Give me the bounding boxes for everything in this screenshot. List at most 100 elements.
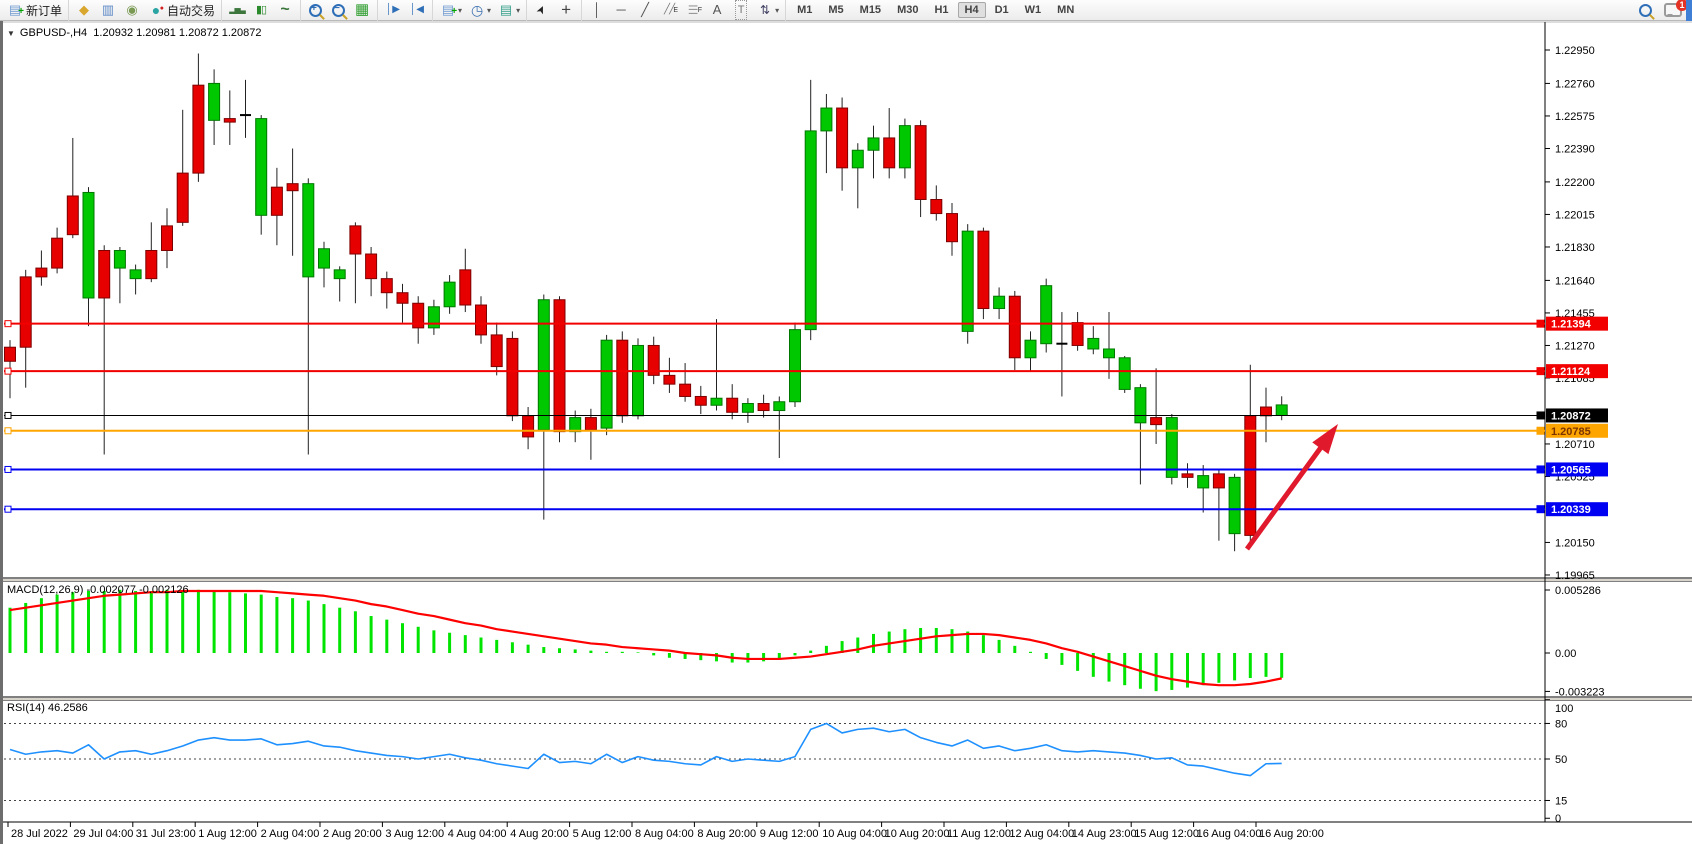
price-tick-label: 1.20150 — [1555, 537, 1595, 549]
toolbar: 新订单 自动交易 +− ▾ ▾ ▾ ▾ M1 M5 M15 M30 H1 H4 D1 W1 MN 1 — [0, 0, 1692, 21]
notifications-icon[interactable]: 1 — [1664, 0, 1688, 17]
timeframe-button-m15[interactable]: M15 — [859, 4, 882, 16]
candle-body — [223, 118, 236, 123]
candle-body — [1197, 475, 1210, 489]
candle-body — [98, 249, 111, 299]
timeframe-button-m1[interactable]: M1 — [797, 4, 813, 16]
new-chart-icon — [439, 1, 457, 21]
cursor-button[interactable] — [530, 1, 554, 20]
autotrading-icon — [147, 0, 165, 19]
zoom-out-button[interactable]: − — [327, 1, 350, 20]
timeframe-button-h4[interactable]: H4 — [957, 2, 986, 18]
tile-windows-button[interactable] — [350, 1, 374, 20]
trend-arrow[interactable] — [1244, 441, 1326, 551]
line-anchor[interactable] — [4, 465, 12, 473]
rsi-axis-label: 80 — [1555, 718, 1567, 730]
trendline-icon — [636, 1, 654, 19]
channel-icon — [660, 1, 678, 20]
bar-chart-button[interactable] — [225, 1, 249, 20]
time-tick-label: 2 Aug 04:00 — [261, 828, 320, 840]
macd-axis-label: 0.005286 — [1555, 585, 1601, 597]
panel-splitter[interactable] — [3, 698, 1692, 700]
candle-chart-button[interactable] — [249, 1, 273, 20]
macd-indicator-label: MACD(12,26,9) -0.002077 -0.002126 — [7, 584, 189, 596]
price-badge — [1546, 364, 1608, 379]
tile-icon — [353, 1, 371, 19]
template-icon — [497, 1, 515, 19]
autotrading-button[interactable]: 自动交易 — [144, 0, 218, 20]
search-icon[interactable] — [1639, 3, 1652, 17]
time-tick-label: 1 Aug 12:00 — [198, 828, 257, 840]
time-tick-label: 3 Aug 12:00 — [385, 828, 444, 840]
time-tick-label: 5 Aug 12:00 — [573, 828, 632, 840]
rsi-indicator-label: RSI(14) 46.2586 — [7, 702, 88, 714]
rsi-axis-label: 100 — [1555, 703, 1573, 715]
timeframe-button-m5[interactable]: M5 — [828, 4, 844, 16]
line-chart-button[interactable] — [273, 1, 297, 20]
mag-minus-icon: − — [332, 3, 346, 17]
timeframe-button-h1[interactable]: H1 — [934, 4, 949, 16]
price-tick-label: 1.22760 — [1555, 78, 1595, 90]
badge-marker — [1536, 411, 1545, 420]
label-button[interactable] — [729, 1, 753, 20]
candle-body — [318, 248, 330, 269]
chart-title[interactable]: ▼ GBPUSD-,H4 1.20932 1.20981 1.20872 1.20… — [7, 27, 262, 39]
badge-marker — [1536, 465, 1545, 474]
dropdown-arrow-icon: ▾ — [775, 5, 780, 15]
new-chart-button[interactable]: ▾ — [436, 1, 465, 21]
hline-icon — [612, 1, 630, 19]
vline-button[interactable] — [585, 1, 609, 20]
price-tick-label: 1.21830 — [1555, 242, 1595, 254]
candle-body — [1103, 348, 1115, 359]
shapes-button[interactable]: ▾ — [753, 1, 782, 20]
charts-button[interactable] — [96, 1, 120, 20]
line-anchor[interactable] — [4, 505, 12, 513]
time-axis[interactable]: 28 Jul 2022 29 Jul 04:00 31 Jul 23:00 1 Aug… — [7, 822, 1324, 840]
line-anchor[interactable] — [4, 427, 12, 435]
auto-scroll-button[interactable] — [381, 1, 405, 20]
signal-button[interactable] — [120, 1, 144, 20]
time-tick-label: 14 Aug 23:00 — [1072, 828, 1137, 840]
clock-icon — [468, 1, 486, 19]
price-tick-label: 1.21270 — [1555, 340, 1595, 352]
candle-body — [1134, 387, 1147, 424]
time-tick-label: 4 Aug 04:00 — [448, 828, 507, 840]
timeframe-button-w1[interactable]: W1 — [1024, 4, 1042, 16]
crosshair-button[interactable] — [554, 1, 578, 20]
line-anchor[interactable] — [4, 367, 12, 375]
dropdown-arrow-icon: ▾ — [516, 5, 521, 15]
macd-axis-label: -0.003223 — [1555, 686, 1605, 698]
profile-icon — [75, 1, 93, 19]
timeframe-toolbar: M1 M5 M15 M30 H1 H4 D1 W1 MN — [785, 0, 1085, 21]
badge-marker — [1536, 319, 1545, 328]
chart-shift-button[interactable] — [405, 1, 429, 20]
candle-body — [365, 253, 378, 280]
trendline-button[interactable] — [633, 1, 657, 20]
price-badge — [1546, 408, 1608, 423]
profile-button[interactable] — [72, 1, 96, 20]
zoom-in-button[interactable]: + — [304, 1, 327, 20]
line-anchor[interactable] — [4, 411, 12, 419]
text-button[interactable] — [705, 1, 729, 20]
signal-icon — [123, 1, 141, 19]
periods-button[interactable]: ▾ — [465, 1, 494, 20]
fibo-icon — [684, 1, 702, 20]
timeframe-button-d1[interactable]: D1 — [994, 4, 1009, 16]
timeframe-button-mn[interactable]: MN — [1057, 4, 1075, 16]
line-anchor[interactable] — [4, 320, 12, 328]
new-order-button[interactable]: 新订单 — [3, 1, 65, 21]
time-tick-label: 2 Aug 20:00 — [323, 828, 382, 840]
panel-splitter[interactable] — [3, 579, 1692, 581]
candle-body — [663, 374, 676, 385]
channel-button[interactable] — [657, 1, 681, 20]
fibonacci-button[interactable] — [681, 1, 705, 20]
templates-button[interactable]: ▾ — [494, 1, 523, 20]
time-tick-label: 31 Jul 23:00 — [136, 828, 196, 840]
candle-body — [286, 183, 299, 192]
timeframe-button-m30[interactable]: M30 — [897, 4, 919, 16]
price-axis[interactable]: 1.22950 1.22760 1.22575 1.22390 1.22200 1.220… — [1545, 45, 1605, 825]
candle-body — [490, 334, 503, 368]
trend-arrow-head[interactable] — [1312, 424, 1338, 455]
hline-button[interactable] — [609, 1, 633, 20]
